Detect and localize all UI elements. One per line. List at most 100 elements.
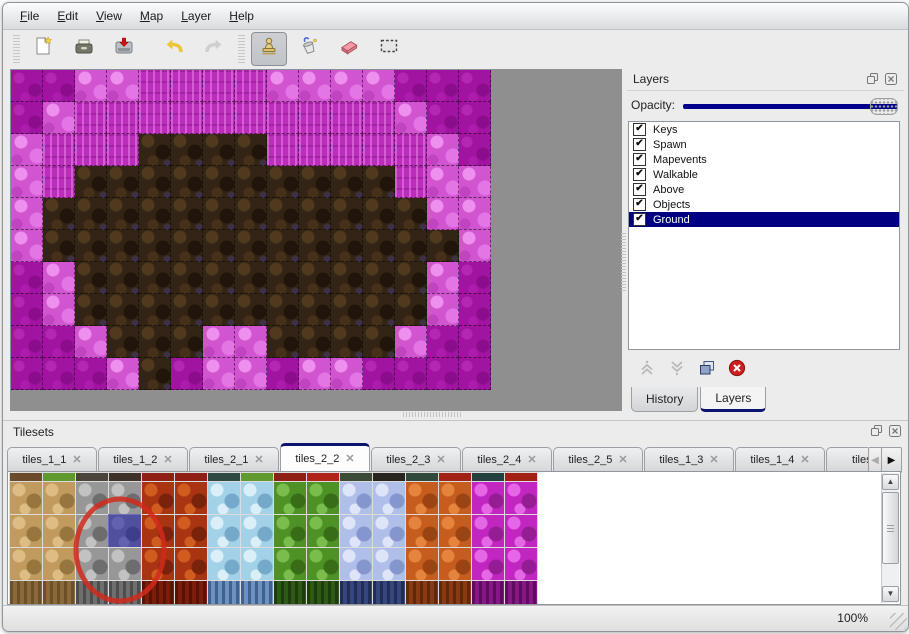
map-tile-magenta-cliff[interactable]: [203, 70, 235, 102]
map-tile-brown-rock[interactable]: [363, 326, 395, 358]
tileset-strip-tile[interactable]: [405, 472, 439, 482]
tab-layers[interactable]: Layers: [700, 387, 767, 412]
map-tile-brown-rock[interactable]: [395, 262, 427, 294]
map-tile-brown-rock[interactable]: [427, 230, 459, 262]
map-tile-brown-rock[interactable]: [235, 262, 267, 294]
tileset-tab-tiles_1_3[interactable]: tiles_1_3 ✕: [644, 447, 734, 471]
tileset-tile[interactable]: [240, 547, 274, 581]
map-tile-brown-rock[interactable]: [171, 230, 203, 262]
tileset-tile[interactable]: [42, 481, 76, 515]
map-tile-dark-magenta-rock[interactable]: [459, 70, 491, 102]
tileset-tile-bottom[interactable]: [438, 580, 472, 604]
map-tile-light-pink-rock[interactable]: [459, 230, 491, 262]
map-tile-brown-rock[interactable]: [171, 262, 203, 294]
map-tile-brown-rock[interactable]: [107, 294, 139, 326]
tileset-strip-tile[interactable]: [438, 472, 472, 482]
tileset-tile-bottom[interactable]: [405, 580, 439, 604]
map-tile-brown-rock[interactable]: [363, 294, 395, 326]
tileset-strip-tile[interactable]: [207, 472, 241, 482]
tileset-tab-tiles_2_4[interactable]: tiles_2_4 ✕: [462, 447, 552, 471]
layer-row-above[interactable]: ✔ Above: [629, 182, 899, 197]
close-icon[interactable]: [884, 72, 898, 86]
layer-row-objects[interactable]: ✔ Objects: [629, 197, 899, 212]
map-tile-brown-rock[interactable]: [43, 198, 75, 230]
map-tile-dark-magenta-rock[interactable]: [395, 358, 427, 390]
tileset-tile-bottom[interactable]: [339, 580, 373, 604]
layer-visibility-checkbox[interactable]: ✔: [633, 123, 646, 136]
map-tile-brown-rock[interactable]: [235, 294, 267, 326]
map-tile-brown-rock[interactable]: [107, 262, 139, 294]
map-tile-magenta-cliff[interactable]: [267, 134, 299, 166]
map-tile-dark-magenta-rock[interactable]: [171, 358, 203, 390]
map-tile-dark-magenta-rock[interactable]: [11, 70, 43, 102]
map-tile-dark-magenta-rock[interactable]: [395, 70, 427, 102]
map-tile-brown-rock[interactable]: [363, 166, 395, 198]
map-tile-brown-rock[interactable]: [203, 198, 235, 230]
vertical-splitter-handle[interactable]: [621, 233, 626, 293]
tileset-tile[interactable]: [504, 547, 538, 581]
tileset-tile[interactable]: [504, 514, 538, 548]
tab-close-icon[interactable]: ✕: [436, 454, 446, 466]
tileset-tile-bottom[interactable]: [75, 580, 109, 604]
tileset-tile[interactable]: [471, 514, 505, 548]
map-tile-light-pink-rock[interactable]: [107, 70, 139, 102]
tileset-scrollbar[interactable]: ▲ ▼: [881, 473, 899, 603]
select-tool-button[interactable]: [371, 32, 407, 66]
map-tile-brown-rock[interactable]: [267, 262, 299, 294]
map-tile-dark-magenta-rock[interactable]: [459, 262, 491, 294]
map-tile-magenta-cliff[interactable]: [363, 134, 395, 166]
map-tile-brown-rock[interactable]: [75, 198, 107, 230]
redo-button[interactable]: [196, 32, 232, 66]
map-tile-light-pink-rock[interactable]: [203, 358, 235, 390]
tileset-tile[interactable]: [108, 481, 142, 515]
map-tile-magenta-cliff[interactable]: [235, 102, 267, 134]
tileset-tile[interactable]: [306, 481, 340, 515]
tileset-tile[interactable]: [75, 514, 109, 548]
map-tile-magenta-cliff[interactable]: [331, 134, 363, 166]
map-tile-light-pink-rock[interactable]: [427, 134, 459, 166]
tileset-strip-tile[interactable]: [174, 472, 208, 482]
tileset-tile-bottom[interactable]: [372, 580, 406, 604]
map-tile-light-pink-rock[interactable]: [235, 326, 267, 358]
tileset-tile-bottom[interactable]: [504, 580, 538, 604]
tileset-tile[interactable]: [141, 481, 175, 515]
lower-layer-button[interactable]: [667, 358, 687, 383]
map-tile-magenta-cliff[interactable]: [299, 102, 331, 134]
tileset-tab-tiles_2_3[interactable]: tiles_2_3 ✕: [371, 447, 461, 471]
map-tile-brown-rock[interactable]: [299, 262, 331, 294]
map-tile-light-pink-rock[interactable]: [203, 326, 235, 358]
map-tile-dark-magenta-rock[interactable]: [11, 102, 43, 134]
map-tile-magenta-cliff[interactable]: [203, 102, 235, 134]
tileset-tile-bottom[interactable]: [273, 580, 307, 604]
map-tile-brown-rock[interactable]: [203, 166, 235, 198]
tab-close-icon[interactable]: ✕: [709, 454, 719, 466]
map-tile-magenta-cliff[interactable]: [107, 134, 139, 166]
map-tile-brown-rock[interactable]: [75, 262, 107, 294]
tileset-tab-tiles_1_1[interactable]: tiles_1_1 ✕: [7, 447, 97, 471]
tileset-tile[interactable]: [141, 514, 175, 548]
tileset-tile[interactable]: [339, 514, 373, 548]
map-tile-magenta-cliff[interactable]: [75, 102, 107, 134]
map-canvas[interactable]: [10, 69, 622, 411]
map-tile-light-pink-rock[interactable]: [395, 102, 427, 134]
tileset-tile-bottom[interactable]: [471, 580, 505, 604]
map-tile-light-pink-rock[interactable]: [43, 102, 75, 134]
toolbar-handle[interactable]: [13, 34, 20, 63]
new-file-button[interactable]: [26, 32, 62, 66]
map-tile-brown-rock[interactable]: [363, 198, 395, 230]
layer-row-ground[interactable]: ✔ Ground: [629, 212, 899, 227]
tileset-tile[interactable]: [240, 514, 274, 548]
delete-layer-button[interactable]: [727, 358, 747, 383]
undo-button[interactable]: [156, 32, 192, 66]
tab-history[interactable]: History: [631, 387, 699, 412]
tileset-tab-tiles_1_2[interactable]: tiles_1_2 ✕: [98, 447, 188, 471]
map-tile-brown-rock[interactable]: [395, 294, 427, 326]
map-tile-brown-rock[interactable]: [395, 230, 427, 262]
tileset-strip-tile[interactable]: [339, 472, 373, 482]
map-tile-brown-rock[interactable]: [203, 230, 235, 262]
map-tile-dark-magenta-rock[interactable]: [459, 358, 491, 390]
map-tile-light-pink-rock[interactable]: [427, 166, 459, 198]
tileset-strip-tile[interactable]: [108, 472, 142, 482]
tileset-strip-tile[interactable]: [504, 472, 538, 482]
map-tile-dark-magenta-rock[interactable]: [459, 326, 491, 358]
